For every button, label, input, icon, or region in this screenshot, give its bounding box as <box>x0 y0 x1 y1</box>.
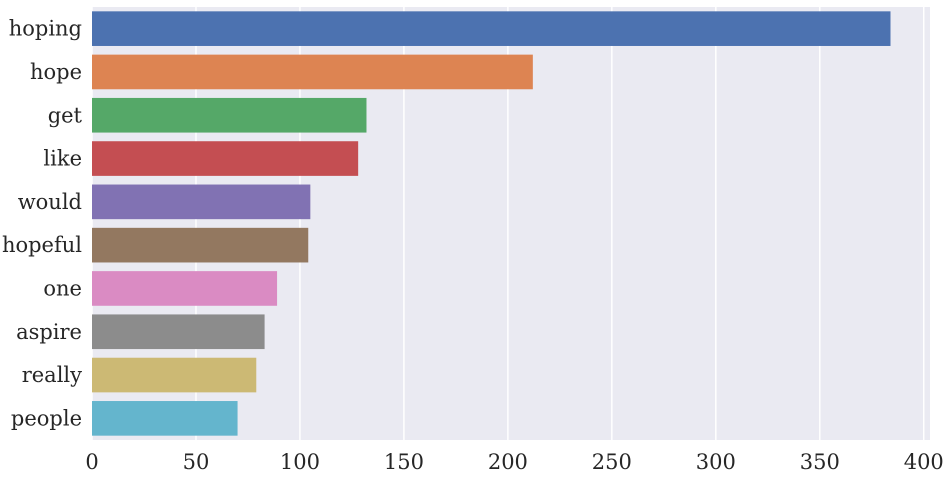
y-tick-label: hopeful <box>2 233 82 257</box>
x-tick-label: 350 <box>800 450 840 474</box>
y-tick-label: would <box>18 190 82 214</box>
x-tick-label: 50 <box>183 450 210 474</box>
y-tick-labels: hoping hope get like would hopeful one aspire re… <box>2 17 83 431</box>
x-tick-labels: 0 50 100 150 200 250 300 350 400 <box>85 450 943 474</box>
y-tick-label: aspire <box>16 320 82 344</box>
bar-hope <box>92 54 533 90</box>
x-tick-label: 400 <box>904 450 944 474</box>
bar-get <box>92 97 367 133</box>
x-tick-label: 0 <box>85 450 98 474</box>
x-tick-label: 250 <box>592 450 632 474</box>
bar-like <box>92 141 359 176</box>
bar-people <box>92 401 238 436</box>
y-tick-label: really <box>22 363 82 387</box>
y-tick-label: like <box>43 147 82 171</box>
x-tick-label: 100 <box>280 450 320 474</box>
y-tick-label: hope <box>30 60 82 84</box>
y-tick-label: one <box>43 276 82 300</box>
x-tick-label: 300 <box>696 450 736 474</box>
bar-one <box>92 271 278 306</box>
x-tick-label: 200 <box>488 450 528 474</box>
bar-hoping <box>92 11 891 46</box>
y-tick-label: people <box>11 406 82 430</box>
y-tick-label: get <box>48 103 83 127</box>
bar-hopeful <box>92 227 309 263</box>
bar-would <box>92 184 311 220</box>
bar-aspire <box>92 314 265 350</box>
bars <box>92 11 891 436</box>
y-tick-label: hoping <box>9 17 82 41</box>
x-tick-label: 150 <box>384 450 424 474</box>
bar-really <box>92 357 257 393</box>
